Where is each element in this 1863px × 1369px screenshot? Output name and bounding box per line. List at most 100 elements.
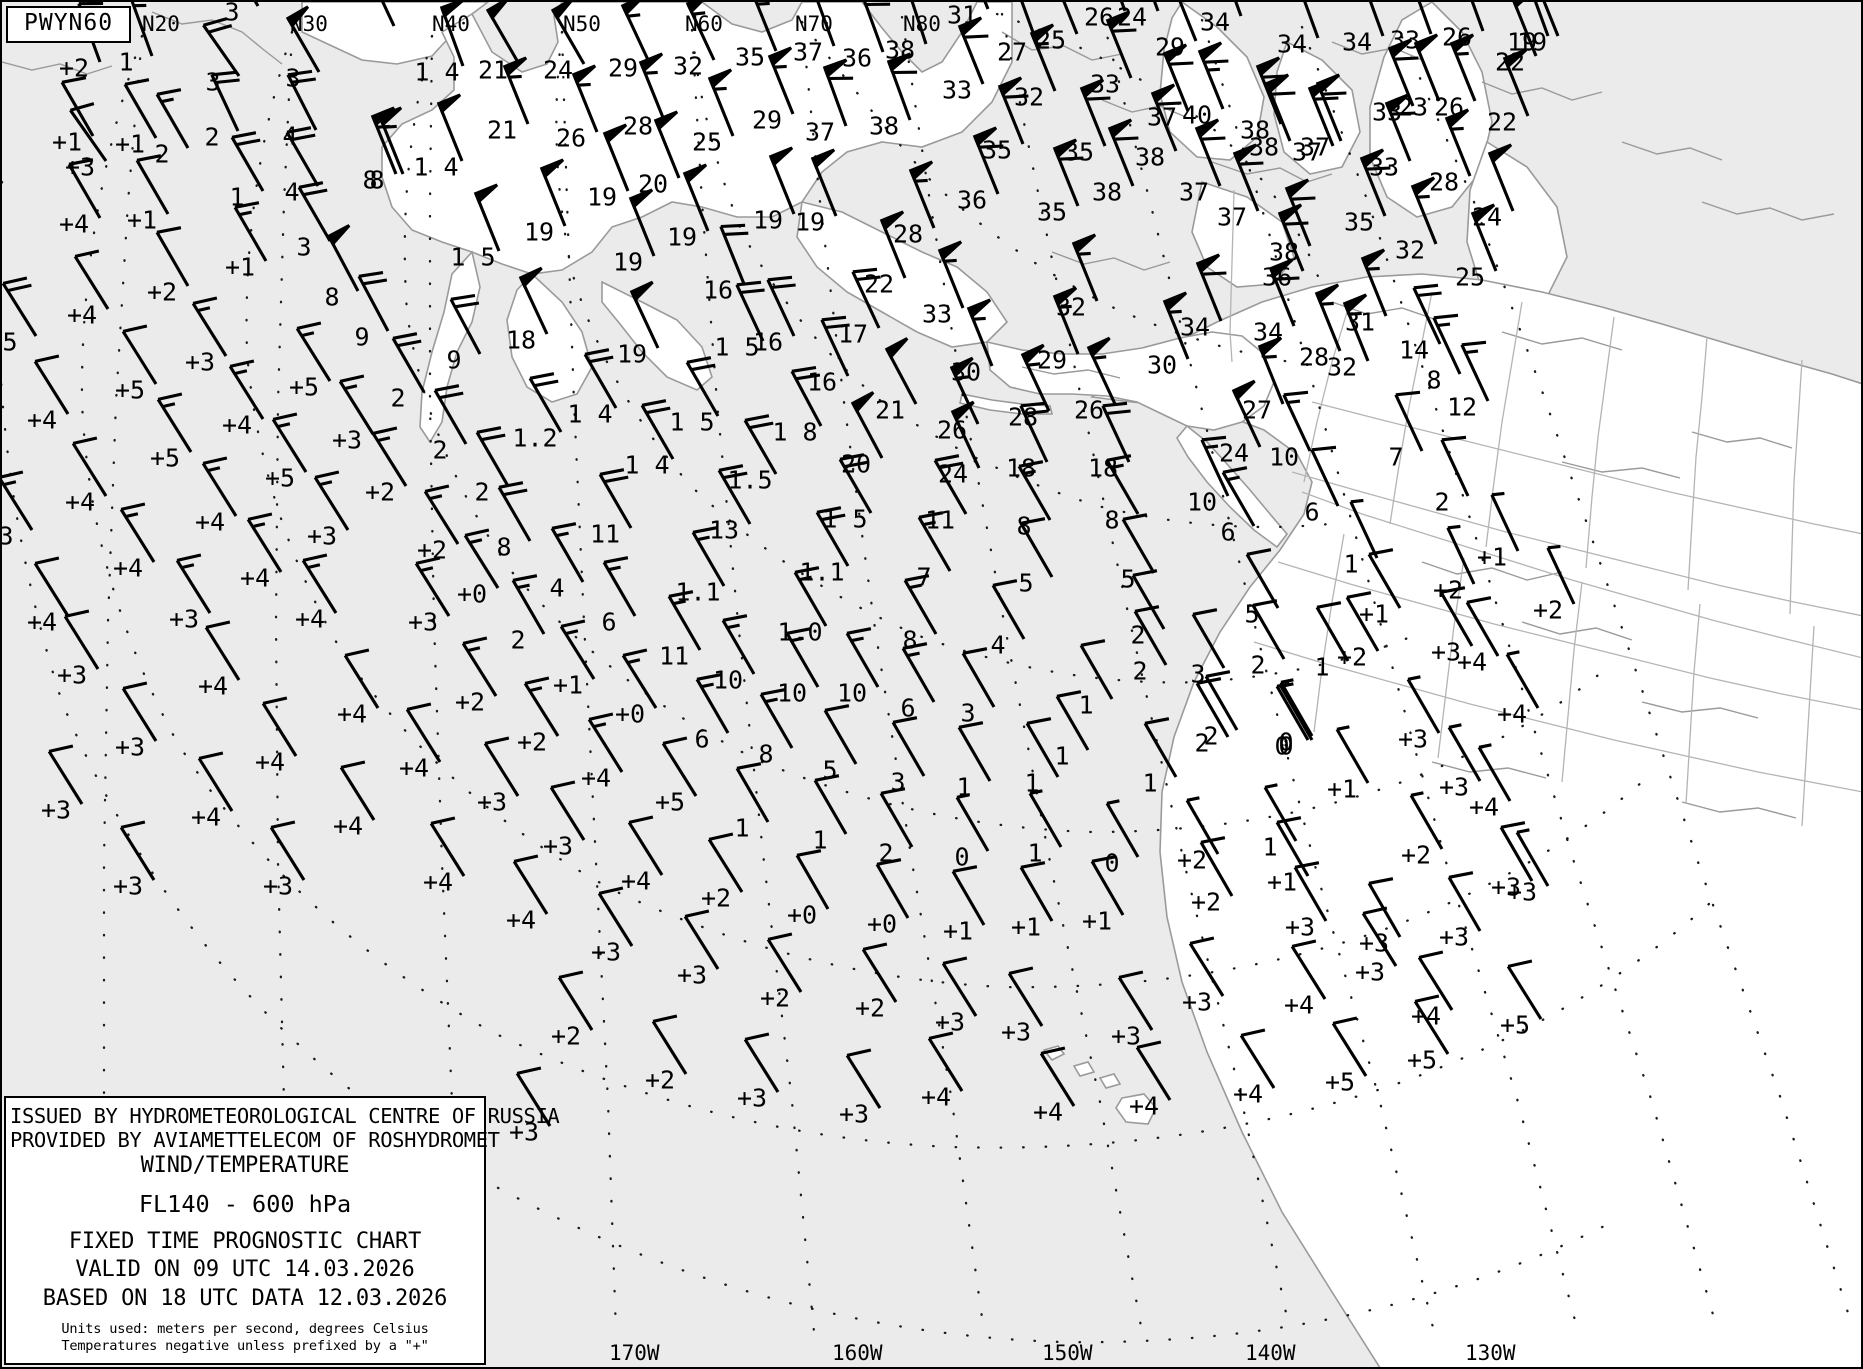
wind-barb — [286, 69, 318, 131]
station-value: 26 — [936, 415, 968, 445]
station-value: 8 — [496, 532, 512, 562]
station-value: +3 — [542, 831, 574, 861]
station-value: 34 — [1341, 27, 1373, 57]
station-value: +0 — [456, 579, 488, 609]
station-value: 1 — [956, 772, 972, 802]
wind-barb — [71, 436, 108, 497]
wind-barb — [820, 315, 850, 377]
station-value: +3 — [1438, 922, 1470, 952]
station-value: 33 — [1089, 69, 1121, 99]
legend-product-type: WIND/TEMPERATURE — [140, 1153, 350, 1179]
station-value: 1 — [812, 825, 828, 855]
station-value: 6 — [900, 693, 916, 723]
landmass-layer — [301, 2, 1861, 1367]
wind-barb — [790, 365, 823, 427]
wind-barb — [297, 181, 332, 242]
station-value: 1 — [734, 813, 750, 843]
wind-barb — [119, 502, 156, 563]
wind-barb — [483, 736, 520, 797]
wind-barb — [1293, 861, 1328, 922]
wind-barb — [1533, 2, 1550, 37]
station-value: +4 — [254, 747, 286, 777]
station-value: 26 — [555, 123, 587, 153]
wind-barb — [1019, 861, 1054, 922]
wind-barb — [1194, 118, 1226, 187]
wind-barb — [1470, 2, 1485, 32]
wind-barb — [485, 2, 521, 65]
legend-based-on: BASED ON 18 UTC DATA 12.03.2026 — [42, 1286, 448, 1312]
station-value: +3 — [476, 787, 508, 817]
wind-barb — [357, 270, 390, 332]
station-value: 32 — [1055, 292, 1087, 322]
station-value: +4 — [112, 553, 144, 583]
station-value: 28 — [892, 219, 924, 249]
station-value: +4 — [1032, 1097, 1064, 1127]
wind-barb — [1512, 2, 1538, 57]
station-value: 21 — [486, 115, 518, 145]
wind-barb — [851, 267, 881, 329]
station-value: 34 — [1276, 29, 1308, 59]
wind-barb — [1490, 491, 1520, 552]
wind-barb — [121, 324, 158, 385]
longitude-label-140w: 140W — [1245, 1341, 1296, 1365]
station-value: +3 — [1110, 1021, 1142, 1051]
station-value: 2 — [1434, 487, 1450, 517]
wind-barb — [202, 17, 241, 77]
land-japan-sakhalin — [601, 280, 713, 391]
wind-barb — [766, 932, 803, 993]
wind-barb — [155, 226, 190, 287]
station-value: +4 — [221, 410, 253, 440]
station-value: +4 — [422, 867, 454, 897]
wind-barb — [1367, 548, 1402, 609]
wind-barb — [47, 744, 84, 805]
station-value: 19 — [616, 339, 648, 369]
wind-barb — [1197, 41, 1229, 110]
wind-barb — [1290, 939, 1327, 1000]
station-value: 1 5 — [450, 242, 496, 272]
wind-barb — [879, 787, 914, 848]
wind-barb — [1191, 608, 1226, 669]
latitude-label-n20: N20 — [142, 12, 180, 36]
station-value: +2 — [1432, 575, 1464, 605]
station-value: 6 — [1220, 517, 1236, 547]
station-value: 34 — [1199, 7, 1231, 37]
wind-barb — [879, 210, 907, 279]
wind-barb — [33, 556, 70, 617]
wind-barb — [439, 2, 465, 67]
station-value: +3 — [114, 732, 146, 762]
station-value: 8 — [1426, 365, 1442, 395]
wind-barb — [1019, 401, 1049, 463]
wind-barb — [682, 163, 710, 232]
station-value: 18 — [1005, 453, 1037, 483]
station-value: +3 — [1284, 912, 1316, 942]
land-north-america — [1089, 273, 1861, 1367]
wind-barb — [73, 249, 110, 310]
station-value: 9 — [446, 345, 462, 375]
station-value: +1 — [51, 127, 83, 157]
station-value: 37 — [1178, 177, 1210, 207]
wind-barb — [119, 820, 156, 881]
station-value: 19 — [666, 222, 698, 252]
wind-barb — [1440, 435, 1470, 497]
parallel-n40 — [403, 34, 1604, 834]
station-value: 24 — [1471, 202, 1503, 232]
station-value: 1 5 — [714, 332, 760, 362]
station-value: 36 — [956, 185, 988, 215]
station-value: 16 — [806, 367, 838, 397]
wind-barb — [1449, 33, 1477, 102]
station-value: +4 — [1468, 792, 1500, 822]
wind-barb — [1417, 2, 1433, 35]
station-value: 37 — [804, 117, 836, 147]
wind-barb — [1162, 291, 1190, 360]
wind-barb — [515, 1066, 552, 1127]
station-value: 32 — [672, 51, 704, 81]
wind-barb — [1251, 599, 1286, 660]
wind-barb — [1245, 548, 1280, 609]
station-value: +4 — [505, 905, 537, 935]
wind-barb — [721, 614, 756, 675]
station-value: 1 4 — [413, 152, 459, 182]
wind-barb — [1231, 379, 1262, 448]
latitude-label-n60: N60 — [685, 12, 723, 36]
wind-barb — [1542, 2, 1560, 37]
station-value: 14 — [1398, 335, 1430, 365]
